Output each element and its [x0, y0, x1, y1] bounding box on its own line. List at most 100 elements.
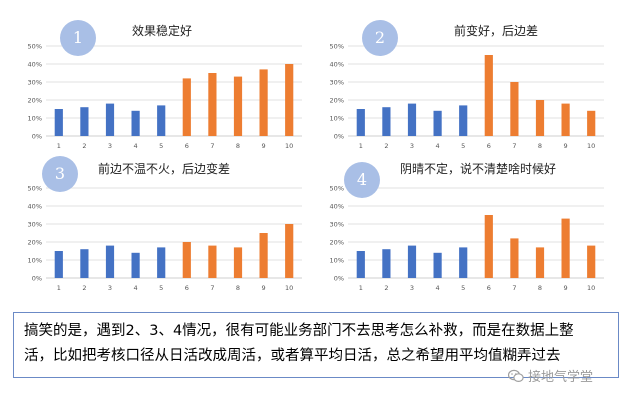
y-tick-label: 30% [28, 220, 42, 228]
panel-badge-1: 1 [60, 20, 96, 56]
bar-chart-1: 0% 10% 20% 30% 40% 50% 1 2 3 4 5 6 7 8 9 10 [28, 42, 302, 150]
bar [131, 252, 140, 278]
bar [80, 107, 89, 136]
bar [459, 105, 468, 136]
bar-chart-2: 0% 10% 20% 30% 40% 50% 1 2 3 4 5 6 7 8 9 10 [330, 42, 604, 150]
bar [510, 82, 519, 136]
x-tick-label: 2 [384, 142, 388, 150]
bar [80, 249, 89, 278]
x-tick-label: 2 [82, 142, 86, 150]
watermark-text: 接地气学堂 [528, 370, 594, 385]
x-tick-label: 8 [236, 284, 240, 292]
y-tick-label: 40% [28, 202, 42, 210]
bar [54, 251, 63, 278]
y-tick-label: 20% [28, 96, 42, 104]
x-tick-label: 3 [108, 142, 112, 150]
x-tick-label: 3 [410, 284, 414, 292]
x-tick-label: 5 [461, 142, 465, 150]
x-tick-label: 1 [359, 142, 363, 150]
x-tick-label: 4 [134, 142, 138, 150]
bar [208, 245, 217, 278]
y-tick-label: 0% [334, 274, 344, 282]
bar [356, 251, 365, 278]
caption-line-2: 活，比如把考核口径从日活改成周活，或者算平均日活，总之希望用平均值糊弄过去 [24, 348, 561, 364]
x-tick-label: 7 [210, 284, 214, 292]
x-tick-label: 1 [57, 284, 61, 292]
y-tick-label: 0% [32, 132, 42, 140]
bar [208, 73, 217, 136]
wechat-icon [508, 369, 524, 382]
y-tick-label: 10% [330, 114, 344, 122]
bar [587, 110, 596, 136]
x-tick-label: 7 [210, 142, 214, 150]
x-tick-label: 9 [564, 284, 568, 292]
y-tick-label: 50% [330, 184, 344, 192]
bar [285, 224, 294, 278]
bar [561, 103, 570, 136]
y-tick-label: 30% [28, 78, 42, 86]
y-tick-label: 0% [32, 274, 42, 282]
x-tick-label: 10 [587, 284, 595, 292]
y-tick-label: 0% [334, 132, 344, 140]
bar [407, 103, 417, 136]
bar-chart-3: 0% 10% 20% 30% 40% 50% 1 2 3 4 5 6 7 8 9 10 [28, 184, 302, 292]
bar [233, 247, 243, 278]
x-tick-label: 10 [285, 284, 293, 292]
x-tick-label: 5 [159, 284, 163, 292]
y-tick-label: 40% [330, 60, 344, 68]
x-tick-label: 9 [262, 284, 266, 292]
bar [105, 245, 115, 278]
panel-title-3: 前边不温不火，后边变差 [98, 162, 231, 176]
bar [407, 245, 417, 278]
bar [382, 249, 391, 278]
y-tick-label: 40% [330, 202, 344, 210]
x-tick-label: 3 [410, 142, 414, 150]
chart-panel-4: 0% 10% 20% 30% 40% 50% 1 2 3 4 5 6 7 8 9 10 4 阴晴不定，说不清楚… [322, 150, 622, 300]
chart-panel-1: 0% 10% 20% 30% 40% 50% 1 2 3 4 5 6 7 8 9 10 1 效果稳定好 [20, 8, 320, 158]
y-tick-label: 20% [330, 96, 344, 104]
x-tick-label: 5 [159, 142, 163, 150]
bar [259, 69, 268, 136]
y-tick-label: 10% [28, 256, 42, 264]
bar [433, 252, 442, 278]
x-tick-label: 5 [461, 284, 465, 292]
bar [484, 215, 493, 278]
x-tick-label: 4 [134, 284, 138, 292]
caption-box: 搞笑的是，遇到2、3、4情况，很有可能业务部门不去思考怎么补救，而是在数据上整 … [13, 312, 619, 378]
bar [433, 110, 442, 136]
y-tick-label: 30% [330, 78, 344, 86]
x-tick-label: 3 [108, 284, 112, 292]
x-tick-label: 9 [262, 142, 266, 150]
panel-title-2: 前变好，后边差 [454, 24, 539, 38]
x-tick-label: 10 [285, 142, 293, 150]
bar [561, 218, 570, 278]
x-tick-label: 8 [538, 142, 542, 150]
bar [535, 247, 545, 278]
y-tick-label: 20% [330, 238, 344, 246]
y-tick-label: 50% [28, 184, 42, 192]
x-tick-label: 7 [512, 142, 516, 150]
x-tick-label: 4 [436, 142, 440, 150]
bar [535, 100, 545, 136]
y-tick-label: 50% [28, 42, 42, 50]
panel-badge-4: 4 [344, 162, 380, 198]
bar-chart-4: 0% 10% 20% 30% 40% 50% 1 2 3 4 5 6 7 8 9 10 [330, 184, 604, 292]
y-tick-label: 40% [28, 60, 42, 68]
x-tick-label: 2 [82, 284, 86, 292]
bar [459, 247, 468, 278]
x-tick-label: 8 [538, 284, 542, 292]
x-tick-label: 1 [57, 142, 61, 150]
x-tick-label: 10 [587, 142, 595, 150]
panel-badge-3: 3 [42, 156, 78, 192]
x-tick-label: 9 [564, 142, 568, 150]
caption-line-1: 搞笑的是，遇到2、3、4情况，很有可能业务部门不去思考怎么补救，而是在数据上整 [24, 323, 574, 339]
bar [54, 109, 63, 136]
y-tick-label: 20% [28, 238, 42, 246]
bar [259, 233, 268, 278]
x-tick-label: 6 [487, 284, 491, 292]
bar [157, 247, 166, 278]
chart-panel-2: 0% 10% 20% 30% 40% 50% 1 2 3 4 5 6 7 8 9 10 2 前变好，后边差 [322, 8, 622, 158]
y-tick-label: 30% [330, 220, 344, 228]
bar [157, 105, 166, 136]
bar [510, 238, 519, 278]
